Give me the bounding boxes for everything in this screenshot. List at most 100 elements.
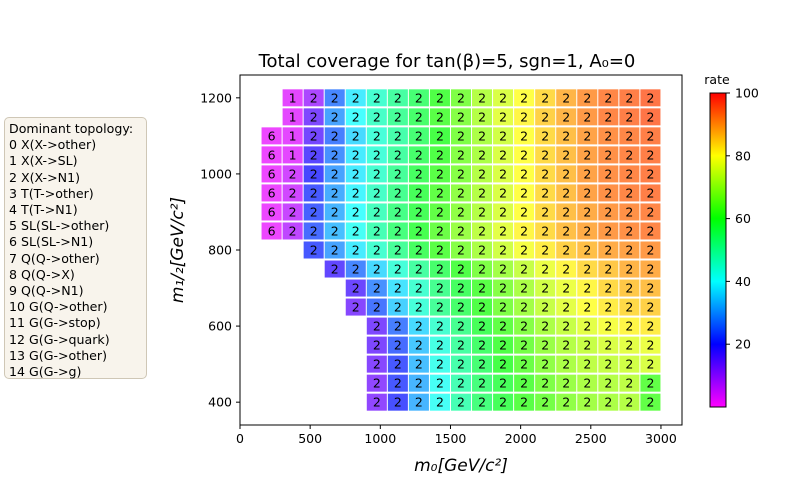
heatmap-cell [556,222,577,240]
cell-topology-label: 2 [541,357,549,372]
heatmap-cell [556,260,577,278]
chart-title: Total coverage for tan(β)=5, sgn=1, A₀=0 [258,51,636,72]
cell-topology-label: 2 [520,147,528,162]
cell-topology-label: 2 [457,166,465,181]
heatmap-cell [450,203,472,221]
heatmap-cell [514,165,535,183]
heatmap-cell [493,127,514,145]
cell-topology-label: 2 [604,204,612,219]
heatmap-cell [366,355,387,373]
cell-topology-label: 2 [478,204,486,219]
cell-topology-label: 2 [562,166,570,181]
heatmap-cell [514,317,535,335]
cell-topology-label: 2 [352,262,360,277]
cell-topology-label: 2 [520,376,528,391]
cell-topology-label: 2 [499,90,507,105]
cell-topology-label: 2 [415,319,423,334]
heatmap-cell [408,374,429,392]
cell-topology-label: 2 [352,128,360,143]
cell-topology-label: 2 [394,185,402,200]
colorbar-tick-label: 80 [735,148,751,163]
heatmap-cell [472,336,493,354]
cell-topology-label: 2 [331,128,339,143]
legend-title: Dominant topology: [9,121,134,136]
axes: 0 500 1000 1500 2000 2500 3000 400 600 800 1000 120… [200,90,677,446]
heatmap-cell [577,279,598,297]
heatmap-cell [598,146,619,164]
cell-topology-label: 2 [562,109,570,124]
cell-topology-label: 2 [520,243,528,258]
cell-topology-label: 2 [415,90,423,105]
cell-topology-label: 2 [310,90,318,105]
cell-topology-label: 1 [289,128,297,143]
cell-topology-label: 2 [499,281,507,296]
heatmap-cell [261,203,282,221]
heatmap-cell [598,165,619,183]
cell-topology-label: 2 [436,376,444,391]
cell-topology-label: 2 [289,223,297,238]
cell-topology-label: 2 [604,395,612,410]
cell-topology-label: 2 [478,109,486,124]
cell-topology-label: 2 [310,128,318,143]
x-tick-label: 0 [236,431,244,446]
heatmap-cell [408,108,429,126]
x-tick-label: 500 [298,431,322,446]
heatmap-cell [535,355,556,373]
cell-topology-label: 2 [604,166,612,181]
cell-topology-label: 2 [478,281,486,296]
legend-item: 11 G(G->stop) [9,315,101,331]
heatmap-cell [429,203,450,221]
heatmap-cell [493,374,514,392]
heatmap-cell [366,393,387,411]
cell-topology-label: 2 [583,338,591,353]
cell-topology-label: 2 [373,357,381,372]
heatmap-cell [619,127,640,145]
heatmap-cell [345,184,366,202]
heatmap-cell [387,260,408,278]
heatmap-cell [472,279,493,297]
heatmap-cell [514,260,535,278]
heatmap-cell [577,146,598,164]
heatmap-cell [472,89,493,107]
cell-topology-label: 2 [373,281,381,296]
heatmap-cell [303,108,324,126]
cell-topology-label: 2 [394,90,402,105]
cell-topology-label: 2 [436,147,444,162]
cell-topology-label: 2 [541,300,549,315]
heatmap-cell [556,203,577,221]
cell-topology-label: 2 [394,166,402,181]
heatmap-cell [450,165,472,183]
cell-topology-label: 2 [625,243,633,258]
heatmap-cell [472,184,493,202]
cell-topology-label: 2 [394,300,402,315]
cell-topology-label: 2 [562,185,570,200]
cell-topology-label: 2 [583,281,591,296]
heatmap-cell [324,108,345,126]
heatmap-cell [535,222,556,240]
heatmap-cell [598,260,619,278]
heatmap-cell [387,241,408,259]
cell-topology-label: 2 [562,319,570,334]
cell-topology-label: 2 [499,262,507,277]
heatmap-cell [556,393,577,411]
heatmap-cell [640,165,661,183]
cell-topology-label: 2 [646,338,654,353]
cell-topology-label: 2 [373,338,381,353]
heatmap-cell [303,184,324,202]
heatmap-cell [493,279,514,297]
cell-topology-label: 2 [457,300,465,315]
cell-topology-label: 2 [331,166,339,181]
heatmap-cell [493,203,514,221]
heatmap-cell [366,298,387,316]
cell-topology-label: 2 [436,223,444,238]
cell-topology-label: 2 [457,319,465,334]
heatmap-cell [514,146,535,164]
heatmap-cell [261,222,282,240]
heatmap-cell [472,203,493,221]
cell-topology-label: 2 [604,281,612,296]
cell-topology-label: 2 [646,166,654,181]
heatmap-cell [577,355,598,373]
cell-topology-label: 2 [625,376,633,391]
cell-topology-label: 2 [604,338,612,353]
